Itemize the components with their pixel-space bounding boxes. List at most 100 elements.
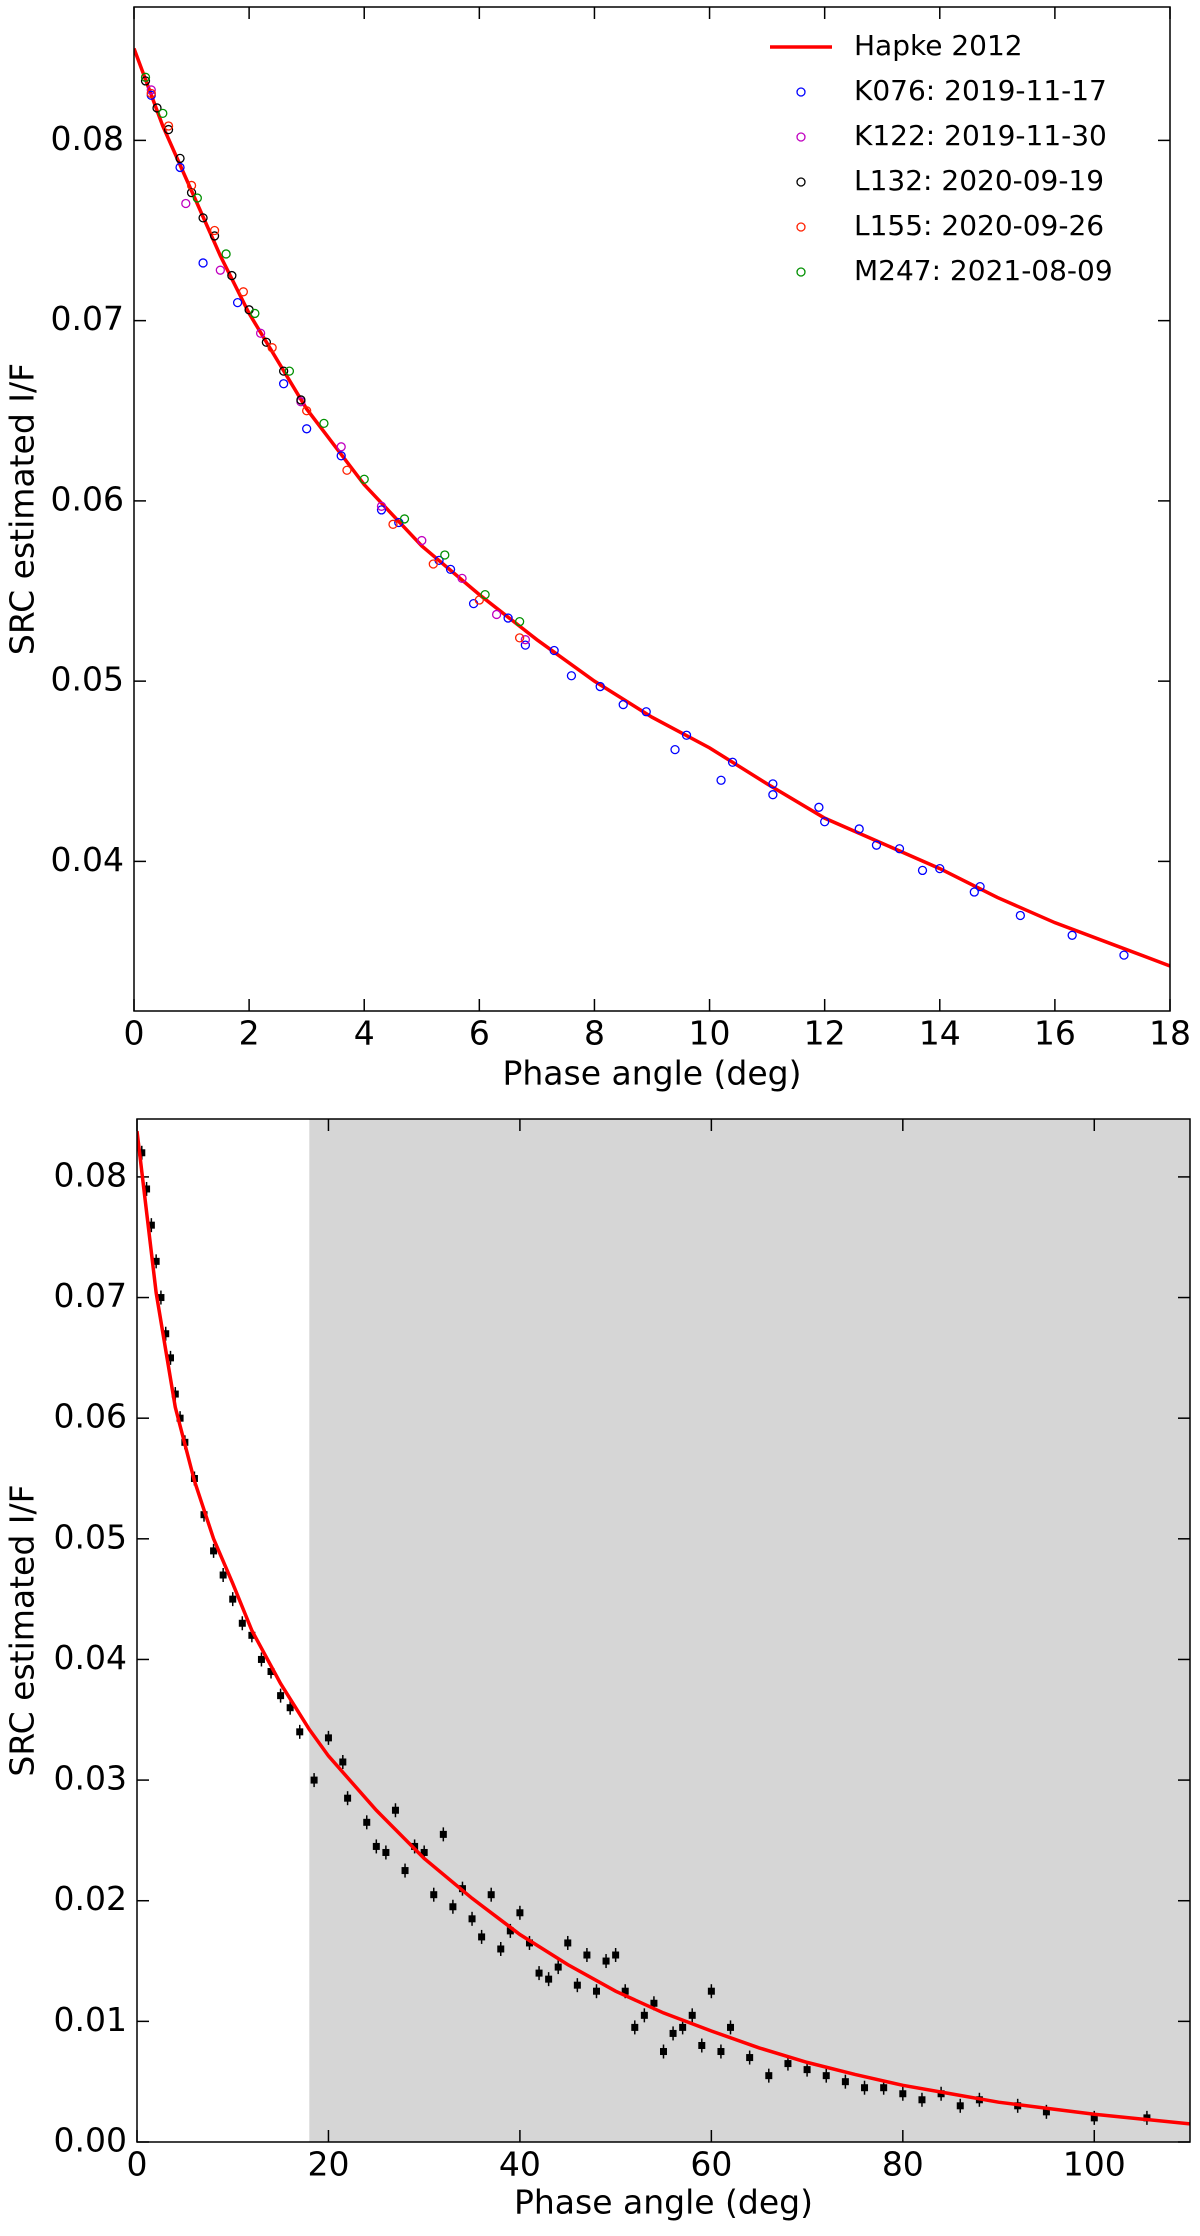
x-axis-label: Phase angle (deg) [502, 1054, 801, 1093]
point [238, 1619, 246, 1627]
point [660, 2048, 667, 2056]
point [152, 1257, 160, 1265]
y-axis-label: SRC estimated I/F [3, 1484, 42, 1776]
point [880, 2084, 888, 2092]
legend-swatch [796, 87, 806, 97]
point [1090, 2114, 1098, 2122]
point [894, 844, 905, 854]
point [420, 1848, 428, 1856]
x-tick-label: 10 [689, 1014, 731, 1053]
x-tick-label: 12 [804, 1014, 846, 1053]
point [167, 1354, 175, 1362]
point [162, 1330, 170, 1338]
x-tick-label: 16 [1034, 1014, 1076, 1053]
point [198, 213, 208, 223]
point [229, 1595, 237, 1603]
x-tick-label: 0 [127, 2145, 148, 2184]
fit-line [134, 47, 1170, 968]
legend-swatch [796, 267, 806, 277]
y-tick-label: 0.04 [51, 840, 124, 879]
point [319, 418, 329, 429]
point [820, 817, 830, 827]
point [359, 474, 369, 484]
point [277, 1692, 285, 1700]
point [969, 887, 979, 897]
point [592, 1987, 600, 1995]
y-tick-label: 0.06 [51, 479, 124, 518]
point [768, 790, 778, 800]
y-tick-label: 0.08 [54, 1155, 127, 1194]
point [583, 1951, 591, 1959]
point [267, 1668, 275, 1676]
legend-swatch [796, 132, 806, 142]
point [163, 124, 174, 135]
point [917, 865, 928, 876]
point [232, 297, 243, 308]
point [602, 1957, 610, 1965]
x-tick-label: 100 [1063, 2145, 1126, 2184]
point [956, 2102, 964, 2110]
x-tick-label: 80 [882, 2145, 924, 2184]
point [192, 193, 202, 203]
point [163, 121, 174, 131]
point [296, 1728, 304, 1736]
point [545, 1975, 553, 1983]
legend-label: K122: 2019-11-30 [854, 119, 1107, 152]
point [401, 1867, 409, 1875]
x-tick-label: 0 [124, 1014, 145, 1053]
plot: 0 2 4 6 8 10 12 14 16 18 0.04 0.05 0.06 0.07 0.08 Phase… [3, 6, 1191, 1093]
point [342, 465, 352, 475]
legend-label: L132: 2020-09-19 [854, 164, 1104, 197]
point [595, 681, 605, 692]
point [257, 1655, 265, 1663]
x-tick-label: 14 [919, 1014, 961, 1053]
point [336, 451, 346, 461]
point [221, 249, 231, 259]
point [765, 2072, 773, 2080]
point [255, 328, 266, 338]
point [491, 609, 502, 620]
point [152, 103, 162, 113]
legend-label: Hapke 2012 [854, 29, 1023, 62]
point [278, 366, 289, 376]
point [497, 1945, 505, 1953]
point [621, 1987, 629, 1995]
shaded-region [309, 1119, 1190, 2142]
point [669, 2029, 677, 2037]
point [181, 198, 191, 209]
point [382, 1848, 390, 1856]
point [784, 2060, 792, 2068]
point [157, 1294, 165, 1302]
point [440, 550, 450, 560]
point [573, 1981, 581, 1989]
legend-swatch [796, 177, 806, 187]
point [296, 395, 306, 405]
point [430, 1891, 438, 1899]
point [716, 775, 726, 785]
point [688, 2011, 696, 2019]
plot-frame [133, 6, 1171, 1012]
point [631, 2023, 639, 2031]
y-tick-label: 0.08 [51, 119, 124, 158]
point [468, 1915, 476, 1923]
point [514, 633, 525, 643]
point [478, 1933, 486, 1941]
point [267, 343, 277, 353]
point [525, 1939, 533, 1947]
point [238, 287, 249, 297]
point [372, 1842, 380, 1850]
point [727, 757, 738, 767]
point [474, 595, 484, 605]
point [566, 671, 577, 681]
point [391, 1806, 399, 1814]
point [727, 2023, 735, 2031]
point [209, 225, 220, 236]
point [248, 1631, 256, 1639]
point [516, 1909, 524, 1917]
point [175, 153, 185, 164]
point [186, 180, 197, 191]
legend-label: L155: 2020-09-26 [854, 209, 1104, 242]
x-axis-label: Phase angle (deg) [514, 2183, 813, 2222]
point [143, 1185, 151, 1193]
